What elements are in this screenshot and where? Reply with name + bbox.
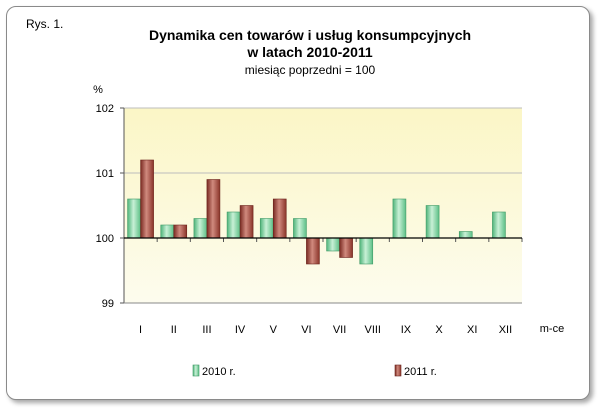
bars: [127, 159, 506, 265]
bar-2010r-IV: [226, 211, 241, 239]
bar-2011r-I: [140, 159, 154, 239]
bar-2011r-VII: [339, 237, 353, 258]
x-tick-label: XI: [467, 324, 477, 336]
chart-title-line2: w latach 2010-2011: [246, 44, 373, 60]
x-tick-label: VII: [333, 324, 346, 336]
x-tick-label: V: [270, 324, 278, 336]
x-tick-label: II: [171, 324, 177, 336]
x-axis-label: m-ce: [540, 323, 564, 335]
y-tick-label: 100: [96, 233, 114, 245]
chart-title: Dynamika cen towarów i usług konsumpcyjn…: [149, 27, 471, 43]
y-axis-label: %: [93, 84, 103, 96]
x-tick-label: I: [139, 324, 142, 336]
legend-label-2010: 2010 r.: [202, 366, 236, 378]
y-tick-label: 99: [102, 298, 114, 310]
bar-2010r-IX: [392, 198, 407, 239]
bar-2010r-VIII: [359, 237, 374, 265]
gridlines: [124, 107, 522, 174]
chart-subtitle: miesiąc poprzedni = 100: [245, 63, 376, 77]
bar-2011r-II: [173, 224, 188, 239]
y-tick-label: 102: [96, 103, 114, 115]
x-tick-label: XII: [499, 324, 512, 336]
x-tick-label: III: [202, 324, 211, 336]
y-tick-label: 101: [96, 168, 114, 180]
legend-swatch-2010: [192, 364, 200, 377]
bar-2011r-V: [272, 198, 287, 239]
legend-swatch-2011: [394, 364, 402, 377]
legend: 2010 r. 2011 r.: [192, 364, 437, 378]
bar-2011r-III: [206, 179, 221, 239]
axes: [123, 108, 522, 304]
bar-2010r-II: [160, 224, 175, 239]
bar-2010r-III: [193, 218, 208, 239]
bar-2010r-VI: [293, 218, 307, 239]
x-tick-label: IX: [401, 324, 412, 336]
bar-2010r-VII: [326, 237, 340, 252]
bar-2010r-XII: [492, 211, 506, 239]
legend-label-2011: 2011 r.: [404, 366, 437, 378]
y-axis-ticks: 99 100 101 102: [96, 103, 124, 310]
figure-label: Rys. 1.: [26, 17, 63, 31]
bar-2010r-X: [425, 205, 440, 239]
bar-2010r-I: [127, 198, 141, 239]
x-tick-label: VIII: [364, 324, 381, 336]
x-tick-label: IV: [235, 324, 246, 336]
plot-area: [124, 108, 522, 303]
bar-2011r-IV: [239, 205, 254, 239]
bar-2010r-V: [259, 218, 274, 239]
bar-2011r-VI: [306, 237, 320, 265]
x-tick-label: VI: [301, 324, 311, 336]
bar-2010r-XI: [458, 231, 473, 239]
x-axis-ticks: I II III IV V VI VII VIII IX X XI XII: [123, 238, 523, 336]
x-tick-label: X: [435, 324, 443, 336]
